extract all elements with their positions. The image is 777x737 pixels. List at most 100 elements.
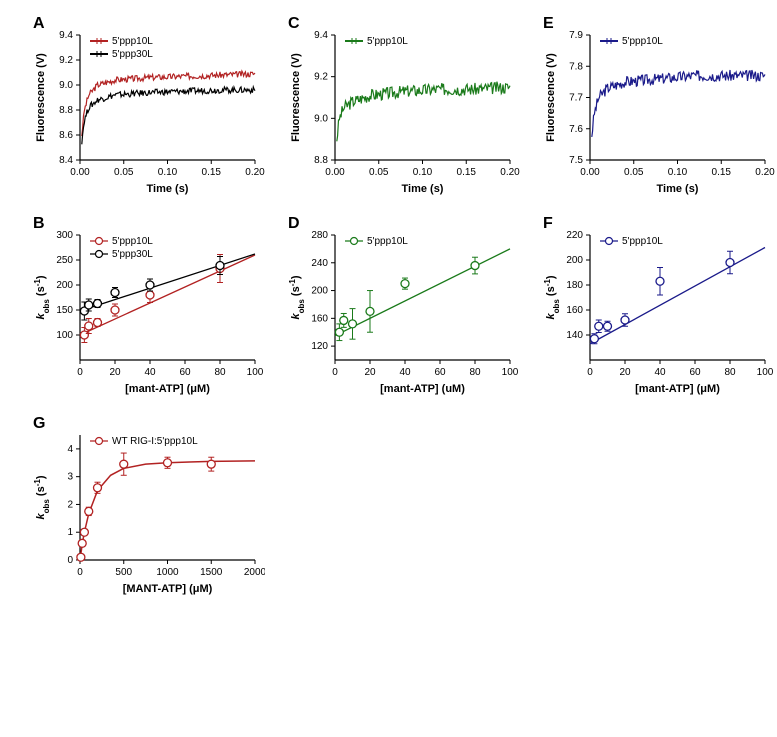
y-axis-label: kobs (s-1) [543,275,561,319]
svg-text:0.10: 0.10 [158,167,178,178]
svg-text:9.4: 9.4 [59,30,73,41]
legend-label: 5'ppp10L [622,236,663,247]
legend-label: 5'ppp10L [112,236,153,247]
svg-text:20: 20 [364,367,376,378]
y-axis-label: Fluorescence (V) [545,53,557,142]
svg-text:8.8: 8.8 [59,105,73,116]
svg-text:1500: 1500 [200,567,223,578]
svg-text:200: 200 [311,286,328,297]
svg-text:100: 100 [757,367,774,378]
svg-text:7.5: 7.5 [569,155,583,166]
legend-label: 5'ppp30L [112,249,153,260]
svg-text:80: 80 [214,367,226,378]
svg-text:4: 4 [67,444,73,455]
svg-text:7.7: 7.7 [569,93,583,104]
svg-text:7.9: 7.9 [569,30,583,41]
svg-text:0.10: 0.10 [668,167,688,178]
svg-text:220: 220 [566,230,583,241]
svg-text:250: 250 [56,255,73,266]
y-axis-label: kobs (s-1) [33,275,51,319]
panel-label-f: F [543,215,553,233]
panel-label-e: E [543,15,554,33]
svg-text:140: 140 [566,330,583,341]
svg-text:0: 0 [67,555,73,566]
chart-c: 0.000.050.100.150.208.89.09.29.4Time (s)… [285,15,520,200]
svg-text:100: 100 [502,367,519,378]
svg-text:9.0: 9.0 [59,80,73,91]
svg-text:8.8: 8.8 [314,155,328,166]
x-axis-label: Time (s) [147,183,189,195]
svg-text:2: 2 [67,499,73,510]
svg-text:40: 40 [654,367,666,378]
y-axis-label: Fluorescence (V) [290,53,302,142]
svg-text:500: 500 [115,567,132,578]
panel-label-g: G [33,415,45,433]
svg-text:0.20: 0.20 [245,167,265,178]
x-axis-label: Time (s) [402,183,444,195]
svg-text:160: 160 [566,305,583,316]
panel-g: G050010001500200001234[MANT-ATP] (μM)kob… [30,415,265,600]
svg-text:0.05: 0.05 [369,167,389,178]
svg-text:0: 0 [77,367,83,378]
svg-text:60: 60 [179,367,191,378]
legend-label: 5'ppp10L [622,36,663,47]
svg-text:40: 40 [144,367,156,378]
svg-text:0.20: 0.20 [500,167,520,178]
y-axis-label: Fluorescence (V) [35,53,47,142]
chart-e: 0.000.050.100.150.207.57.67.77.87.9Time … [540,15,775,200]
panel-f: F 0 20 40 60 80 100 140 160 180 200 220 [mant-ATP] (… [540,215,775,400]
x-axis-label: [mant-ATP] (uM) [380,383,465,395]
x-axis-label: [MANT-ATP] (μM) [123,583,213,595]
svg-text:100: 100 [247,367,264,378]
svg-text:0.15: 0.15 [712,167,732,178]
svg-text:2000: 2000 [244,567,265,578]
x-axis-label: [mant-ATP] (μM) [635,383,720,395]
svg-text:300: 300 [56,230,73,241]
panel-label-b: B [33,215,45,233]
svg-text:20: 20 [619,367,631,378]
y-axis-label: kobs (s-1) [33,475,51,519]
svg-text:0.05: 0.05 [624,167,644,178]
chart-b: 020406080100100150200250300[mant-ATP] (μ… [30,215,265,400]
svg-text:1: 1 [67,527,73,538]
svg-text:0: 0 [332,367,338,378]
svg-text:200: 200 [566,255,583,266]
svg-text:180: 180 [566,280,583,291]
panel-label-a: A [33,15,45,33]
svg-text:8.6: 8.6 [59,130,73,141]
legend-label: 5'ppp10L [367,236,408,247]
svg-text:240: 240 [311,258,328,269]
legend-label: WT RIG-I:5'ppp10L [112,436,198,447]
svg-text:280: 280 [311,230,328,241]
svg-text:120: 120 [311,341,328,352]
svg-text:40: 40 [399,367,411,378]
svg-text:20: 20 [109,367,121,378]
x-axis-label: Time (s) [657,183,699,195]
svg-text:80: 80 [724,367,736,378]
svg-text:9.2: 9.2 [314,72,328,83]
chart-d: 020406080100120160200240280[mant-ATP] (u… [285,215,520,400]
svg-text:0.05: 0.05 [114,167,134,178]
svg-text:100: 100 [56,330,73,341]
svg-text:80: 80 [469,367,481,378]
svg-text:9.0: 9.0 [314,113,328,124]
panel-a: A0.000.050.100.150.208.48.68.89.09.29.4T… [30,15,265,200]
y-axis-label: kobs (s-1) [288,275,306,319]
svg-text:0.20: 0.20 [755,167,775,178]
svg-text:3: 3 [67,472,73,483]
svg-text:60: 60 [689,367,701,378]
panel-label-c: C [288,15,300,33]
chart-g: 050010001500200001234[MANT-ATP] (μM)kobs… [30,415,265,600]
x-axis-label: [mant-ATP] (μM) [125,383,210,395]
svg-text:0.00: 0.00 [325,167,345,178]
legend-label: 5'ppp10L [367,36,408,47]
svg-text:200: 200 [56,280,73,291]
legend-label: 5'ppp30L [112,49,153,60]
chart-a: 0.000.050.100.150.208.48.68.89.09.29.4Ti… [30,15,265,200]
svg-text:9.2: 9.2 [59,55,73,66]
svg-text:8.4: 8.4 [59,155,73,166]
svg-text:0: 0 [77,567,83,578]
svg-text:9.4: 9.4 [314,30,328,41]
chart-f: 0 20 40 60 80 100 140 160 180 200 220 [mant-ATP] (μ… [540,215,775,400]
svg-text:0: 0 [587,367,593,378]
